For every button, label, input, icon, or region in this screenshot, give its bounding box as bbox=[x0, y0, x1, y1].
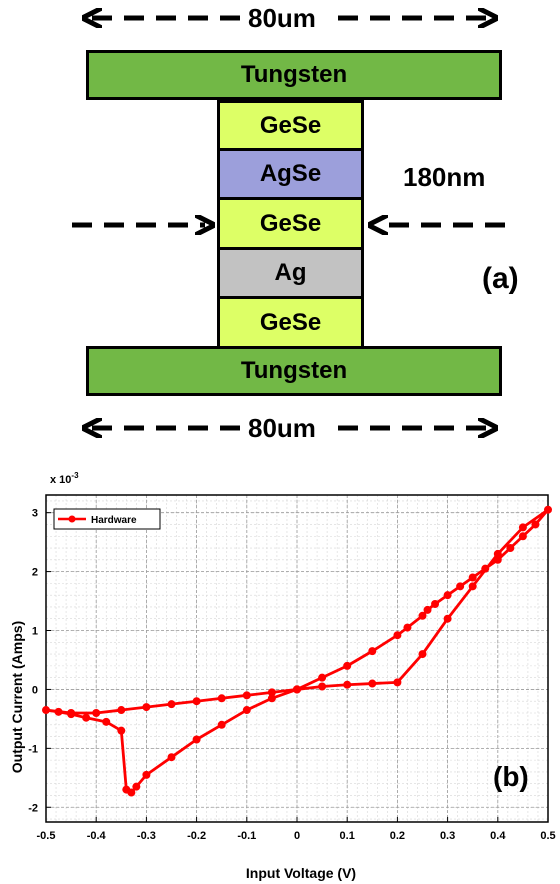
y-tick-label: 2 bbox=[32, 567, 38, 579]
data-point bbox=[242, 706, 251, 715]
chart-svg: -0.5 -0.4 -0.3 -0.2 -0.1 0 0.1 0.2 0.3 0.4 0.5 -2 -1… bbox=[0, 465, 560, 884]
data-point bbox=[468, 582, 477, 591]
y-multiplier-label: x 10-3 bbox=[50, 471, 79, 486]
panel-b-label: (b) bbox=[493, 761, 529, 792]
data-point bbox=[67, 710, 76, 719]
iv-chart: -0.5 -0.4 -0.3 -0.2 -0.1 0 0.1 0.2 0.3 0.4 0.5 -2 -1… bbox=[0, 465, 560, 884]
data-point bbox=[343, 680, 352, 689]
data-point bbox=[368, 679, 377, 688]
layer-tungsten-top: Tungsten bbox=[86, 50, 502, 100]
data-point bbox=[418, 650, 427, 659]
data-point bbox=[127, 788, 136, 797]
data-point bbox=[217, 720, 226, 729]
y-tick-label: 1 bbox=[32, 626, 38, 638]
chart-series-layer bbox=[42, 505, 552, 797]
data-point bbox=[192, 697, 201, 706]
data-point bbox=[456, 582, 465, 591]
data-point bbox=[443, 614, 452, 623]
data-point bbox=[493, 549, 502, 558]
x-tick-label: -0.2 bbox=[187, 830, 206, 842]
legend-label: Hardware bbox=[91, 515, 137, 526]
x-tick-label: 0 bbox=[294, 830, 300, 842]
data-point bbox=[293, 685, 301, 694]
layer-gese-1: GeSe bbox=[217, 100, 364, 151]
data-point bbox=[217, 694, 226, 703]
data-point bbox=[142, 703, 151, 712]
layer-stack-diagram: 80um 80um 180nm (a) Tungsten GeSe AgSe G… bbox=[72, 0, 519, 450]
y-tick-label: -1 bbox=[28, 743, 38, 755]
data-point bbox=[493, 555, 502, 564]
data-point bbox=[368, 647, 377, 656]
data-point bbox=[42, 706, 50, 715]
data-point bbox=[343, 661, 352, 670]
y-tick-label: 3 bbox=[32, 508, 38, 520]
data-point bbox=[393, 631, 402, 640]
dimension-arrows bbox=[72, 0, 505, 450]
data-point bbox=[531, 520, 540, 529]
x-tick-label: -0.5 bbox=[37, 830, 56, 842]
data-point bbox=[318, 673, 327, 682]
data-point bbox=[117, 726, 126, 735]
data-point bbox=[267, 688, 276, 697]
panel-a-label: (a) bbox=[482, 262, 519, 295]
data-point bbox=[132, 782, 141, 791]
x-tick-label: 0.2 bbox=[390, 830, 405, 842]
legend-marker bbox=[68, 515, 76, 523]
x-tick-label: -0.3 bbox=[137, 830, 156, 842]
layer-tungsten-bottom: Tungsten bbox=[86, 346, 502, 396]
data-point bbox=[544, 505, 552, 514]
data-point bbox=[468, 573, 477, 582]
top-width-label: 80um bbox=[248, 3, 316, 33]
x-tick-label: -0.1 bbox=[237, 830, 256, 842]
data-point bbox=[167, 753, 176, 762]
chart-legend: Hardware bbox=[53, 508, 161, 530]
data-point bbox=[443, 591, 452, 600]
layer-ag: Ag bbox=[217, 247, 364, 299]
y-tick-label: -2 bbox=[28, 802, 38, 814]
data-point bbox=[423, 605, 432, 614]
data-point bbox=[54, 707, 63, 716]
data-point bbox=[481, 564, 490, 573]
x-tick-label: 0.5 bbox=[540, 830, 555, 842]
bottom-width-label: 80um bbox=[248, 413, 316, 443]
data-point bbox=[117, 706, 126, 715]
data-point bbox=[82, 713, 91, 722]
data-point bbox=[506, 544, 515, 553]
legend-box bbox=[53, 508, 161, 530]
data-point bbox=[518, 523, 527, 532]
data-point bbox=[518, 532, 527, 541]
data-point bbox=[403, 623, 412, 632]
data-point bbox=[393, 678, 402, 687]
data-point bbox=[142, 770, 151, 779]
x-tick-label: 0.3 bbox=[440, 830, 455, 842]
data-point bbox=[92, 709, 101, 717]
chart-ticks: -0.5 -0.4 -0.3 -0.2 -0.1 0 0.1 0.2 0.3 0.4 0.5 -2 -1… bbox=[28, 508, 555, 842]
x-tick-label: 0.4 bbox=[490, 830, 506, 842]
y-axis-title: Output Current (Amps) bbox=[9, 621, 25, 773]
x-tick-label: -0.4 bbox=[87, 830, 107, 842]
data-point bbox=[102, 717, 111, 726]
layer-gese-3: GeSe bbox=[217, 296, 364, 349]
data-point bbox=[318, 682, 327, 691]
data-point bbox=[431, 600, 440, 608]
thickness-label: 180nm bbox=[403, 162, 486, 192]
x-axis-title: Input Voltage (V) bbox=[246, 865, 356, 881]
x-tick-label: 0.1 bbox=[340, 830, 355, 842]
layer-agse: AgSe bbox=[217, 148, 364, 200]
data-point bbox=[167, 700, 176, 709]
data-point bbox=[192, 735, 201, 744]
data-point bbox=[242, 691, 251, 700]
data-point bbox=[418, 611, 427, 620]
y-tick-label: 0 bbox=[32, 684, 38, 696]
data-point bbox=[267, 694, 276, 703]
layer-gese-2: GeSe bbox=[217, 197, 364, 250]
